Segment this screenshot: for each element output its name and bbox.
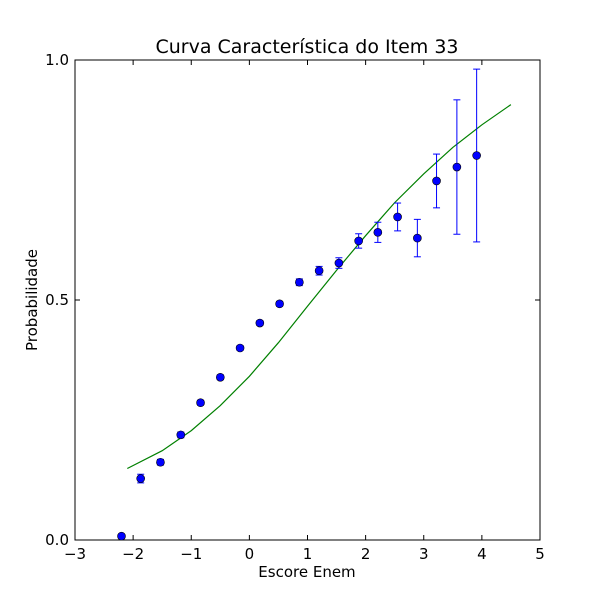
point-marker [334, 258, 344, 268]
y-axis-label: Probabilidade [23, 249, 41, 351]
data-point [136, 473, 145, 484]
point-marker [275, 299, 284, 309]
point-marker [136, 474, 145, 483]
point-marker [235, 343, 245, 353]
x-tick-label: 1 [303, 545, 313, 563]
point-marker [176, 430, 186, 440]
point-marker [413, 233, 422, 243]
axis-ticks: −3 −2 −1 0 1 2 3 4 5 0.0 0.5 1.0 [45, 51, 545, 563]
fitted-curve-layer [127, 104, 512, 470]
data-points-layer [117, 68, 481, 541]
data-point [196, 398, 205, 408]
plot-area [74, 59, 541, 541]
data-point [393, 202, 402, 232]
x-tick-label: 5 [535, 545, 545, 563]
point-marker [196, 398, 205, 408]
point-marker [156, 457, 165, 467]
data-point [413, 218, 422, 258]
point-marker [295, 277, 304, 287]
y-tick-label: 0.5 [45, 291, 69, 309]
data-point [354, 233, 363, 249]
x-tick-label: −3 [64, 545, 86, 563]
data-point [156, 457, 165, 467]
chart-title: Curva Característica do Item 33 [155, 36, 458, 58]
fitted-curve-line [127, 104, 512, 470]
x-tick-label: 0 [245, 545, 255, 563]
data-point [176, 430, 186, 440]
y-tick-label: 0.0 [45, 531, 69, 549]
y-tick-label: 1.0 [45, 51, 69, 69]
point-marker [354, 236, 363, 246]
data-point [432, 153, 441, 209]
data-point [452, 99, 462, 235]
data-point [472, 68, 481, 243]
x-axis-label: Escore Enem [258, 563, 355, 581]
x-tick-label: −1 [180, 545, 202, 563]
x-tick-label: 4 [477, 545, 487, 563]
point-marker [432, 176, 441, 186]
data-point [255, 318, 265, 328]
data-point [117, 531, 126, 541]
point-marker [373, 228, 383, 237]
x-tick-label: 2 [361, 545, 371, 563]
point-marker [216, 372, 225, 382]
x-tick-label: 3 [419, 545, 429, 563]
data-point [334, 257, 344, 269]
data-point [275, 299, 284, 309]
point-marker [255, 318, 265, 328]
x-tick-label: −2 [122, 545, 144, 563]
data-point [314, 265, 324, 276]
data-point [216, 372, 225, 382]
data-point [295, 277, 304, 287]
point-marker [117, 531, 126, 541]
data-point [373, 221, 383, 243]
point-marker [314, 266, 324, 276]
point-marker [393, 212, 402, 222]
point-marker [472, 151, 481, 160]
point-marker [452, 162, 462, 172]
data-point [235, 343, 245, 353]
